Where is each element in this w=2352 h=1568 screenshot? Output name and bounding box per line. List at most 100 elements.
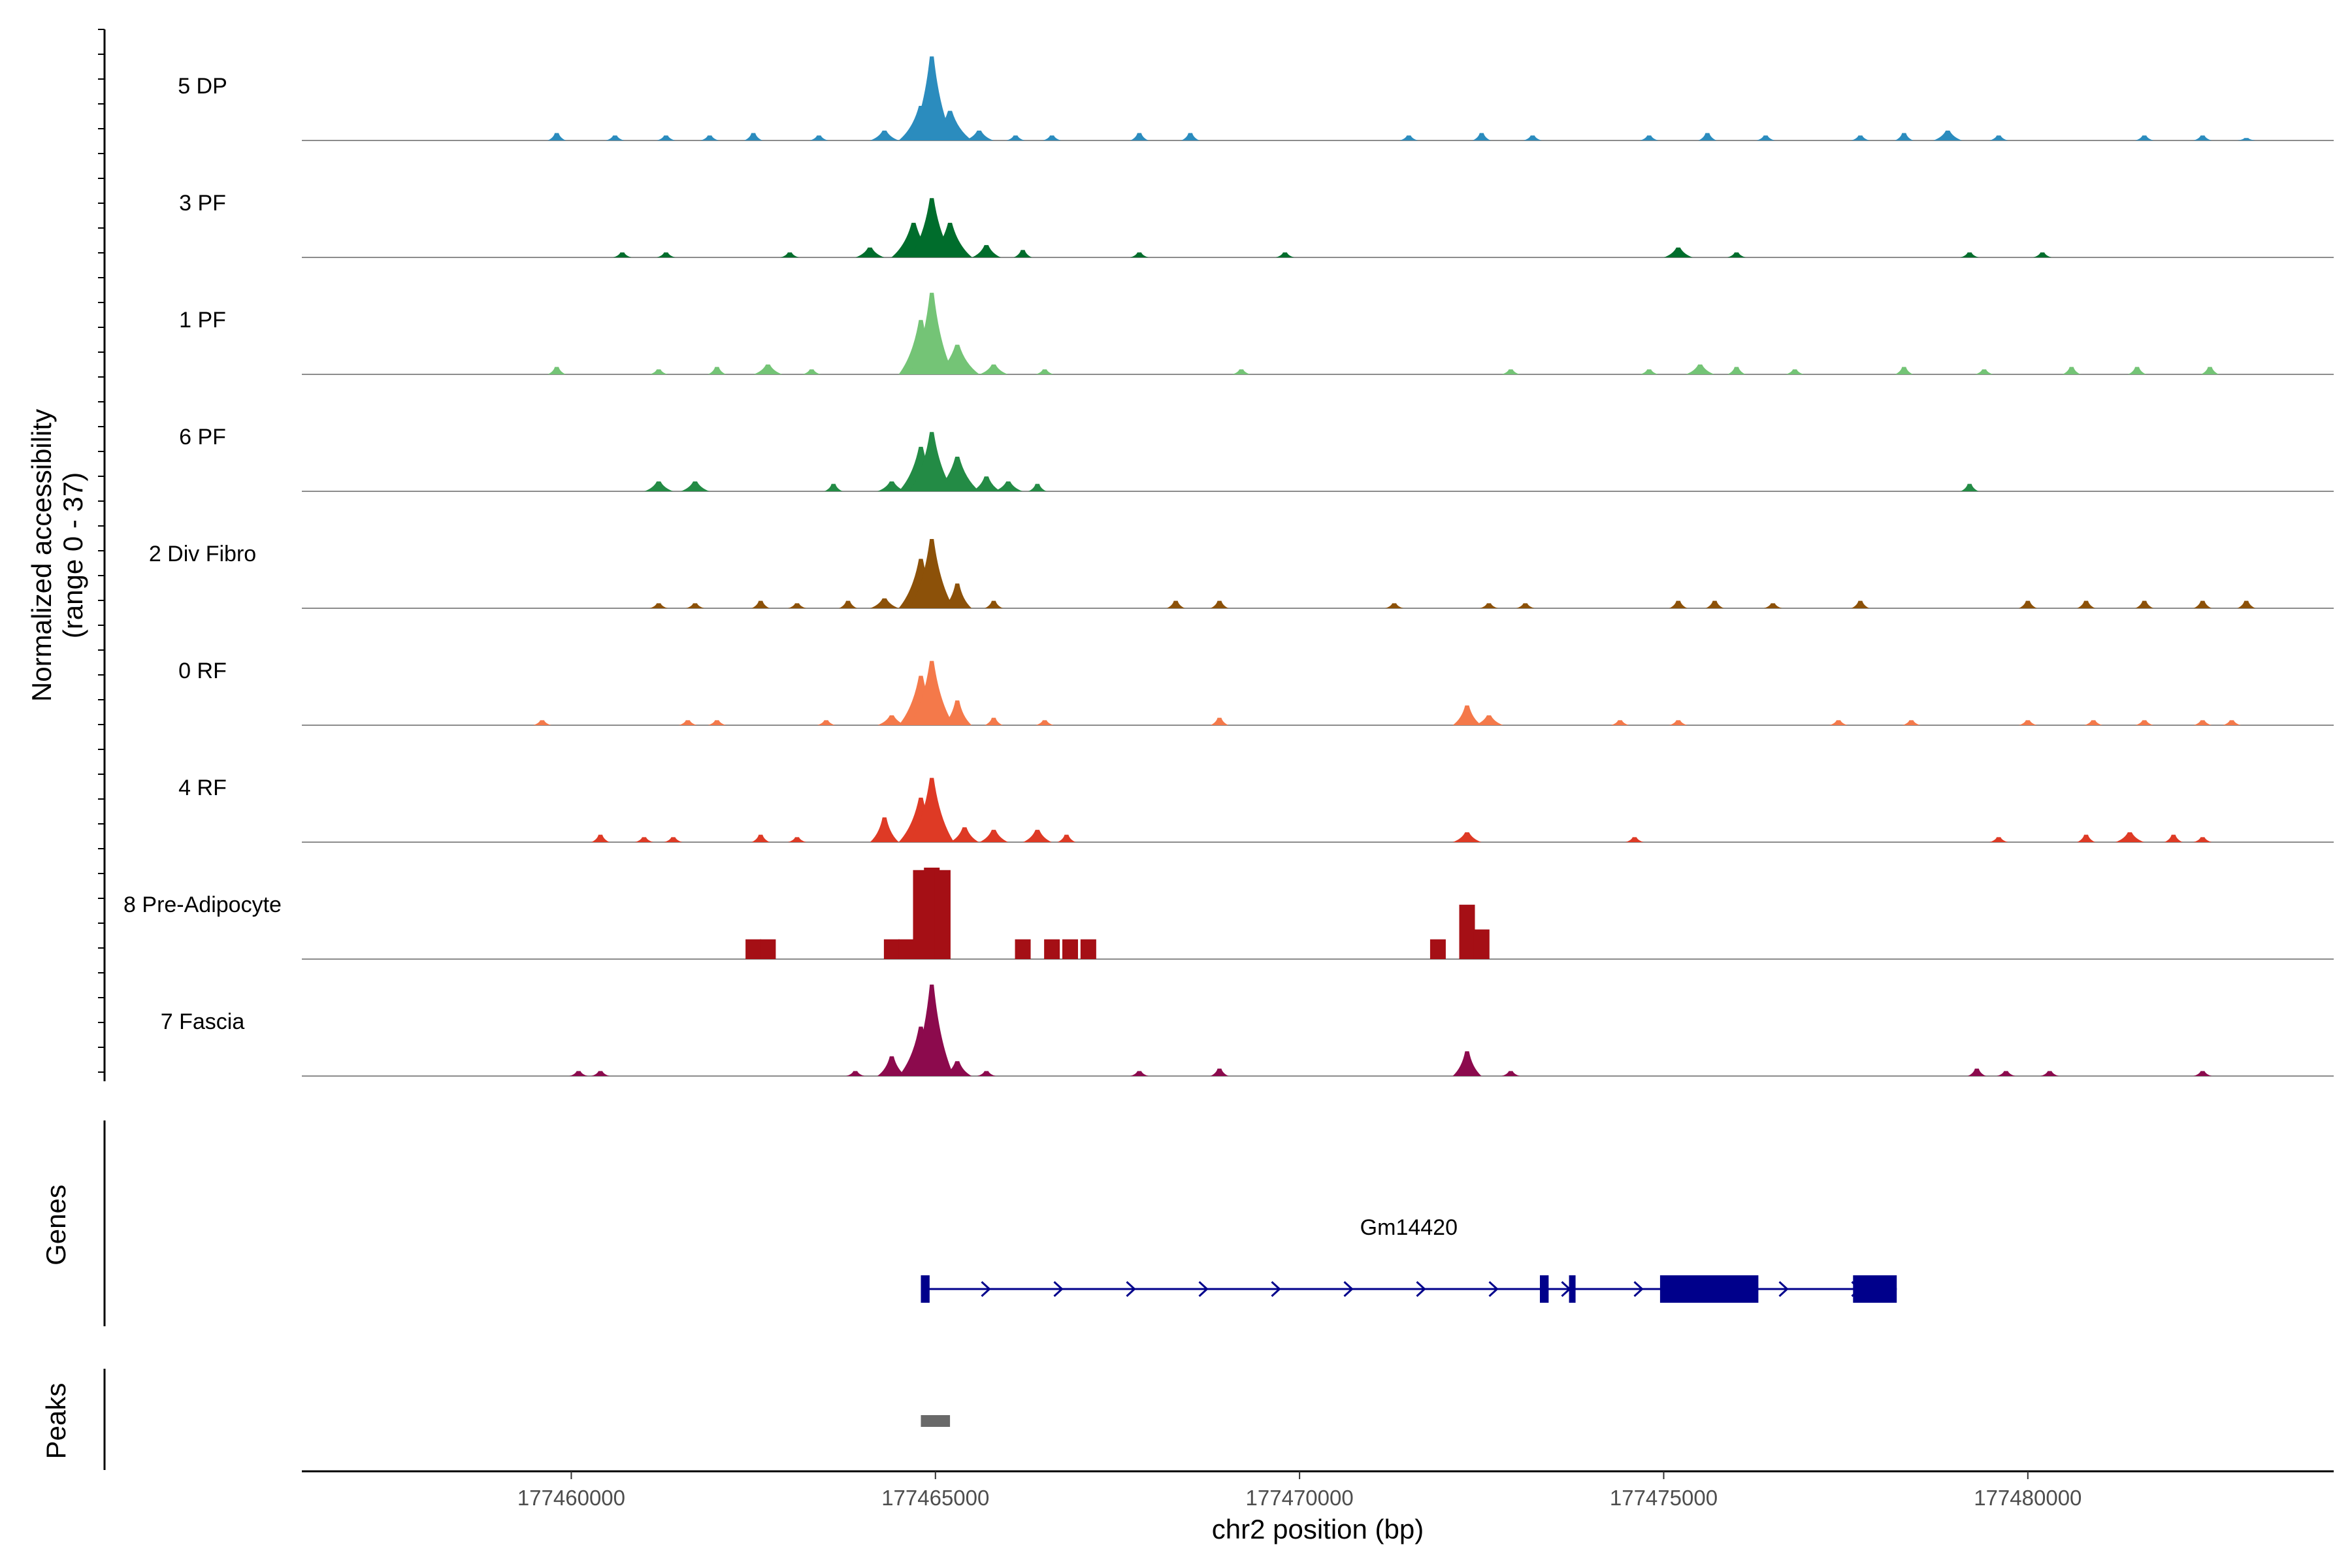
gene-exon [1569,1275,1576,1303]
coverage-peak [1989,135,2008,140]
coverage-peak [1080,939,1096,959]
x-tick-label: 177460000 [517,1486,625,1510]
coverage-peak [909,432,955,491]
x-axis-ticks: 177460000 177465000 177470000 177475000 1774… [517,1471,2082,1510]
coverage-peak [1895,133,1914,140]
strand-arrow [1488,1281,1499,1298]
track-label: 4 RF [178,776,227,800]
coverage-y-axis-ticks [98,29,105,1073]
coverage-peak [780,252,799,257]
coverage-peak [1459,904,1475,959]
peaks-panel-title: Peaks [41,1383,71,1460]
coverage-peak [744,133,763,140]
coverage-peak [2222,720,2241,725]
coverage-peak [1472,133,1491,140]
coverage-peak [700,135,719,140]
coverage-peak [532,720,551,725]
strand-arrow [981,1281,991,1298]
track-label: 6 PF [179,425,226,449]
coverage-peak [877,715,906,725]
coverage-peak [760,939,776,959]
gene-name-label: Gm14420 [1360,1215,1458,1240]
coverage-peak [1727,252,1746,257]
coverage-peak [2084,720,2103,725]
track-label: 8 Pre-Adipocyte [123,892,282,917]
coverage-peak [745,939,762,959]
gene-exon [921,1275,930,1303]
track-label: 7 Fascia [161,1009,245,1034]
coverage-peak [898,939,915,959]
coverage-peak [979,830,1008,842]
coverage-peak [1960,483,1979,491]
coverage-peak [934,870,951,959]
x-tick-label: 177465000 [881,1486,989,1510]
coverage-peak [943,1061,972,1076]
coverage-peak [1989,837,2008,842]
coverage-peak [1429,939,1446,959]
coverage-peak [787,837,806,842]
coverage-peak [613,252,632,257]
strand-arrow [1053,1281,1064,1298]
coverage-peak [817,720,836,725]
coverage-peak [2062,367,2081,374]
coverage-peak [1625,837,1644,842]
coverage-peak [2077,600,2096,608]
coverage-peak [1275,252,1294,257]
peak-region [921,1415,951,1427]
coverage-peak [2193,720,2212,725]
coverage-peak [1130,1071,1149,1076]
coverage-peak [1399,135,1418,140]
coverage-peak [972,245,1001,257]
coverage-peak [2135,135,2154,140]
track-5-dp: 5 DP [178,56,2334,141]
coverage-peak [1013,250,1032,257]
coverage-peak [809,135,828,140]
coverage-peak [2237,138,2256,140]
coverage-peak [644,481,674,491]
strand-arrow [1633,1281,1644,1298]
coverage-peak [2135,600,2154,608]
genes-panel-title: Genes [41,1184,71,1266]
coverage-peak [972,476,1001,491]
coverage-peak [657,252,676,257]
coverage-peak [909,56,955,140]
coverage-peak [1663,247,1693,257]
coverage-peak [1523,135,1542,140]
track-6-pf: 6 PF [179,425,2334,492]
coverage-peak [2128,367,2147,374]
coverage-peak [1640,369,1659,374]
coverage-peak [1895,367,1914,374]
track-label: 1 PF [179,308,226,333]
coverage-peak [909,985,955,1076]
coverage-peak [1130,252,1149,257]
coverage-peak [935,344,980,374]
coverage-peak [1232,369,1250,374]
coverage-peak [1902,720,1921,725]
coverage-peak [909,661,955,725]
coverage-peak [1452,705,1482,725]
coverage-peak [1473,929,1490,959]
gene-exon [1853,1275,1897,1303]
x-axis-title: chr2 position (bp) [1212,1514,1424,1544]
strand-arrow [1416,1281,1426,1298]
coverage-peak [1851,600,1870,608]
coverage-peak [1501,369,1520,374]
coverage-peak [877,481,906,491]
y-axis-title-line1: Normalized accessibility [26,409,57,702]
coverage-peak [964,130,994,140]
coverage-peak [591,1071,610,1076]
coverage-peak [2193,837,2212,842]
coverage-peak [708,720,727,725]
coverage-peak [928,110,973,140]
coverage-peak [1479,603,1498,608]
coverage-peak [2018,600,2037,608]
coverage-peak [2040,1071,2059,1076]
coverage-peak [1385,603,1404,608]
coverage-peak [1669,720,1688,725]
coverage-peak [877,1056,906,1076]
coverage-peak [943,700,972,725]
coverage-peak [870,598,899,608]
coverage-peak [685,603,704,608]
coverage-peak [984,600,1003,608]
coverage-peak [928,223,973,257]
